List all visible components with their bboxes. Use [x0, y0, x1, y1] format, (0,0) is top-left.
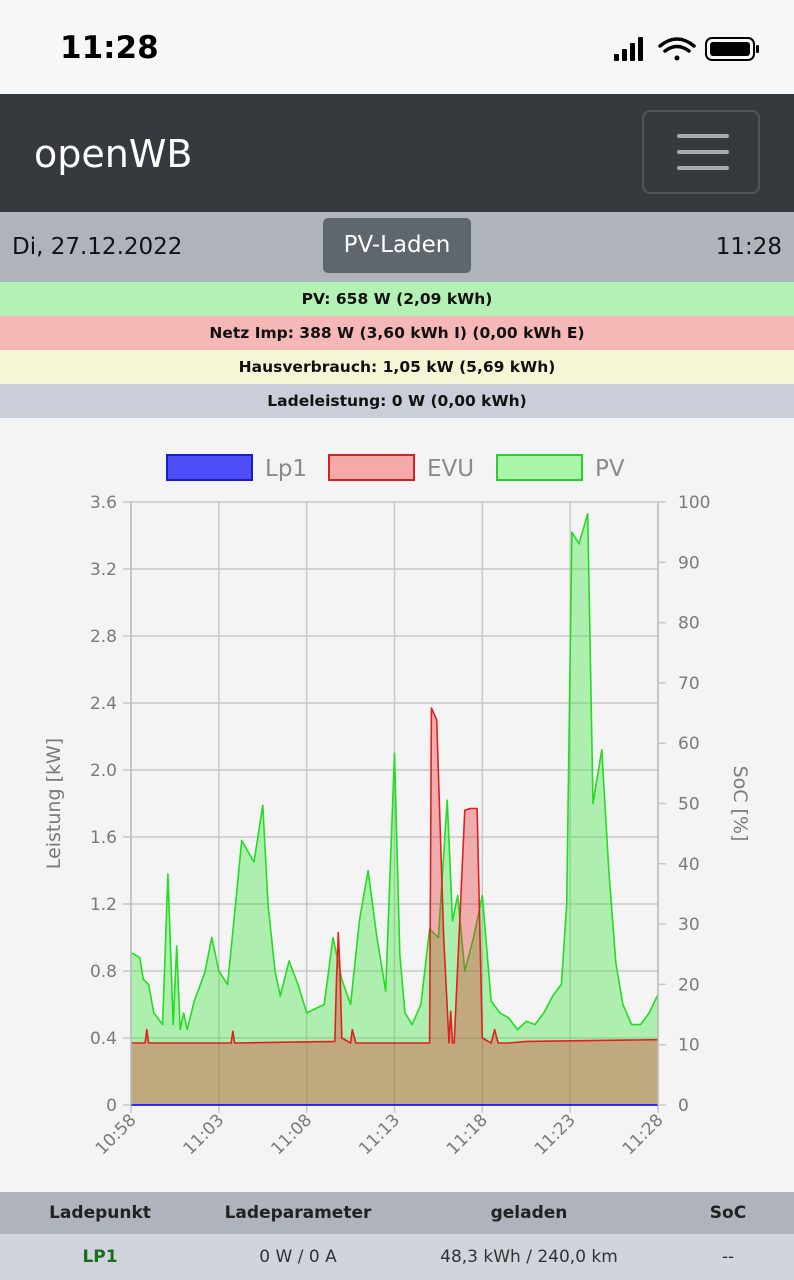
- x-tick-label: 11:03: [180, 1110, 229, 1159]
- y2-tick-label: 10: [678, 1036, 700, 1056]
- series-line-evu: [131, 707, 659, 1044]
- y2-tick-label: 90: [678, 553, 700, 573]
- legend-swatch-evu: [328, 454, 415, 481]
- x-tick-label: 11:28: [619, 1110, 668, 1159]
- series-area-evu: [131, 708, 658, 1105]
- x-tick-label: 11:13: [355, 1110, 404, 1159]
- current-time: 11:28: [715, 234, 782, 260]
- legend-label-evu: EVU: [427, 456, 474, 482]
- y-tick-label: 1.2: [90, 895, 117, 915]
- x-tick-label: 11:18: [443, 1110, 492, 1159]
- y2-tick-label: 80: [678, 614, 700, 634]
- table-header: Ladepunkt Ladeparameter geladen SoC: [0, 1192, 794, 1234]
- charge-mode-button[interactable]: PV-Laden: [323, 218, 471, 273]
- wifi-icon: [658, 37, 696, 61]
- status-icons: [614, 37, 759, 61]
- x-tick-label: 11:23: [531, 1110, 580, 1159]
- y-tick-label: 3.6: [90, 493, 117, 513]
- header-geladen: geladen: [490, 1203, 568, 1223]
- table-row[interactable]: LP1 0 W / 0 A 48,3 kWh / 240,0 km --: [0, 1234, 794, 1280]
- power-chart-svg: 0 0.4 0.8 1.2 1.6 2.0 2.4 2.8 3.2 3.6 0 10 20 30 40 50 6…: [43, 454, 751, 1159]
- battery-icon: [705, 37, 759, 61]
- y-tick-label: 0.4: [90, 1029, 117, 1049]
- legend-swatch-pv: [496, 454, 583, 481]
- brand-logo[interactable]: openWB: [34, 132, 193, 176]
- legend-label-pv: PV: [595, 456, 625, 482]
- y2-tick-label: 70: [678, 674, 700, 694]
- header-soc: SoC: [709, 1203, 747, 1223]
- status-time: 11:28: [60, 30, 159, 66]
- y2-tick-label: 100: [678, 493, 710, 513]
- y-tick-label: 0.8: [90, 962, 117, 982]
- y2-tick-label: 50: [678, 795, 700, 815]
- x-tick-label: 11:08: [267, 1110, 316, 1159]
- legend-swatch-lp1: [166, 454, 253, 481]
- charging-power-summary: Ladeleistung: 0 W (0,00 kWh): [0, 384, 794, 418]
- hamburger-menu-icon: [677, 134, 729, 138]
- current-date: Di, 27.12.2022: [12, 234, 183, 260]
- y2-tick-label: 20: [678, 975, 700, 995]
- y-tick-label: 2.0: [90, 761, 117, 781]
- y2-tick-label: 60: [678, 734, 700, 754]
- y-tick-label: 0: [106, 1096, 117, 1116]
- y2-tick-label: 0: [678, 1096, 689, 1116]
- menu-toggle-button[interactable]: [642, 110, 760, 194]
- soc-value: --: [721, 1247, 735, 1267]
- charged-amount: 48,3 kWh / 240,0 km: [440, 1247, 618, 1267]
- header-ladeparameter: Ladeparameter: [224, 1203, 372, 1223]
- y-axis-label: Leistung [kW]: [43, 738, 65, 869]
- grid-summary: Netz Imp: 388 W (3,60 kWh I) (0,00 kWh E…: [0, 316, 794, 350]
- charge-point-link[interactable]: LP1: [82, 1247, 118, 1267]
- pv-summary: PV: 658 W (2,09 kWh): [0, 282, 794, 316]
- y-tick-label: 2.8: [90, 627, 117, 647]
- y2-axis-label: SoC [%]: [729, 766, 751, 842]
- power-chart: 0 0.4 0.8 1.2 1.6 2.0 2.4 2.8 3.2 3.6 0 10 20 30 40 50 6…: [0, 418, 794, 1192]
- charge-parameters: 0 W / 0 A: [259, 1247, 337, 1267]
- house-consumption-summary: Hausverbrauch: 1,05 kW (5,69 kWh): [0, 350, 794, 384]
- y-tick-label: 2.4: [90, 694, 117, 714]
- y2-tick-label: 40: [678, 855, 700, 875]
- series-area-pv: [131, 513, 658, 1105]
- status-bar: 11:28: [0, 0, 794, 94]
- cellular-signal-icon: [614, 37, 643, 61]
- navbar: openWB: [0, 94, 794, 212]
- y2-tick-label: 30: [678, 915, 700, 935]
- header-ladepunkt: Ladepunkt: [49, 1203, 151, 1223]
- y-tick-label: 3.2: [90, 560, 117, 580]
- info-bar: Di, 27.12.2022 PV-Laden 11:28: [0, 212, 794, 282]
- x-tick-label: 10:58: [92, 1110, 141, 1159]
- y-tick-label: 1.6: [90, 828, 117, 848]
- legend-label-lp1: Lp1: [265, 456, 307, 482]
- series-line-pv: [130, 512, 659, 1031]
